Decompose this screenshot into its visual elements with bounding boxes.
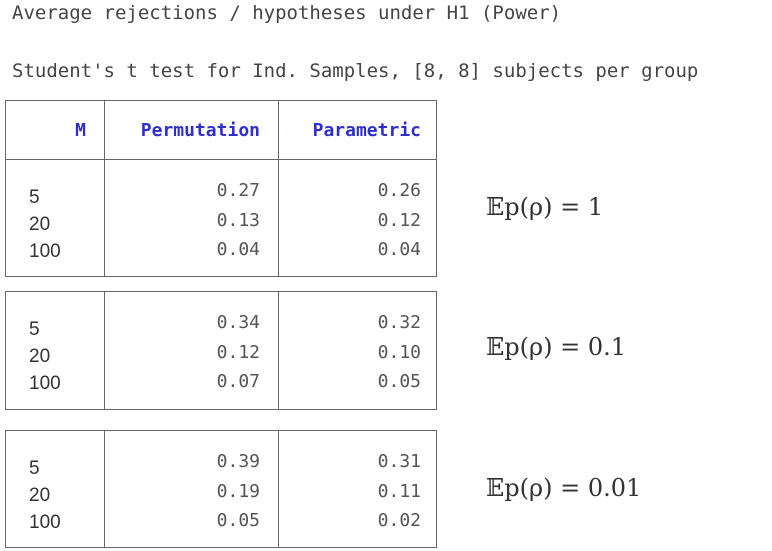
permutation-value: 0.27 [216,180,260,201]
expectation-label-3: 𝔼p(ρ) = 0.01 [486,474,642,502]
permutation-value: 0.04 [216,239,260,260]
expectation-label-2: 𝔼p(ρ) = 0.1 [486,333,627,361]
m-value: 20 [29,485,51,506]
m-values: 5 20 100 [6,292,105,409]
parametric-value: 0.31 [377,451,421,472]
m-value: 20 [29,214,51,235]
permutation-value: 0.13 [216,209,260,231]
m-values: 5 20 100 [6,160,105,276]
column-header-m: M [6,101,105,159]
table-group-1: 5 20 100 0.27 0.13 0.04 0.26 0.12 0.04 [5,159,437,277]
parametric-value: 0.26 [377,180,421,201]
m-value: 5 [29,458,40,479]
table-group-3: 5 20 100 0.39 0.19 0.05 0.31 0.11 0.02 [5,430,437,548]
page-subheading: Student's t test for Ind. Samples, [8, 8… [12,60,699,82]
m-value: 5 [29,319,40,340]
parametric-value: 0.05 [377,371,421,392]
permutation-value: 0.19 [216,480,260,502]
parametric-value: 0.10 [377,341,421,363]
parametric-value: 0.02 [377,510,421,531]
parametric-values: 0.32 0.10 0.05 [279,292,439,409]
expectation-label-1: 𝔼p(ρ) = 1 [486,193,604,221]
permutation-value: 0.07 [216,371,260,392]
m-value: 100 [29,241,61,262]
permutation-value: 0.34 [216,312,260,333]
parametric-values: 0.31 0.11 0.02 [279,431,439,547]
parametric-value: 0.04 [377,239,421,260]
permutation-values: 0.27 0.13 0.04 [105,160,279,276]
m-values: 5 20 100 [6,431,105,547]
page-heading: Average rejections / hypotheses under H1… [12,2,562,24]
column-header-parametric: Parametric [312,119,421,141]
permutation-values: 0.39 0.19 0.05 [105,431,279,547]
parametric-value: 0.32 [377,312,421,333]
permutation-values: 0.34 0.12 0.07 [105,292,279,409]
permutation-value: 0.12 [216,341,260,363]
parametric-value: 0.12 [377,209,421,231]
permutation-value: 0.05 [216,510,260,531]
table-group-2: 5 20 100 0.34 0.12 0.07 0.32 0.10 0.05 [5,291,437,410]
table-header: M Permutation Parametric [5,100,437,159]
m-value: 100 [29,373,61,394]
parametric-value: 0.11 [377,480,421,502]
column-header-permutation: Permutation [105,101,279,159]
m-value: 20 [29,346,51,367]
m-value: 100 [29,512,61,533]
m-value: 5 [29,187,40,208]
parametric-values: 0.26 0.12 0.04 [279,160,439,276]
permutation-value: 0.39 [216,451,260,472]
